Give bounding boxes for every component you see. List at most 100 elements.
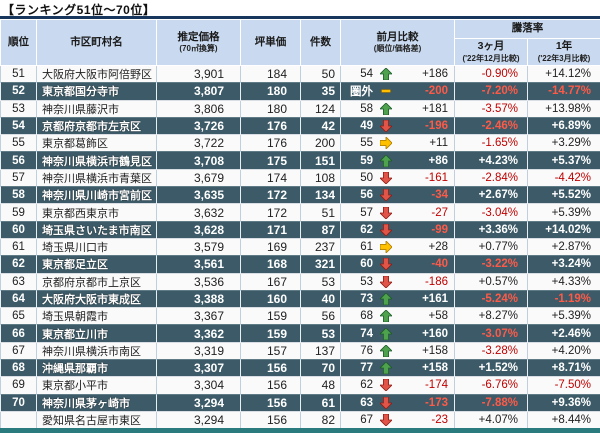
change-1year-cell: +3.29% xyxy=(527,134,600,152)
city-name-cell: 大阪府大阪市東成区 xyxy=(36,289,157,308)
estimated-price-cell: 3,708 xyxy=(156,151,241,170)
rank-cell: 69 xyxy=(0,376,37,395)
header-1year: 1年 ('22年3月比較) xyxy=(527,38,600,66)
change-3month-cell: +0.77% xyxy=(454,237,528,256)
previous-rank: 56 xyxy=(360,189,373,202)
month-comparison-content: 62 -99 xyxy=(343,222,448,238)
estimated-price-cell: 3,561 xyxy=(156,255,241,274)
table-row: 54 京都府京都市左京区 3,726 176 42 49 -196 -2.46% +6.89% xyxy=(0,116,600,135)
change-1year-cell: +4.20% xyxy=(527,341,600,360)
up-arrow-icon xyxy=(373,154,399,167)
table-row: 愛知県名古屋市東区 3,294 156 82 67 -23 +4.07% +8.44% xyxy=(0,410,600,431)
count-cell: 321 xyxy=(300,255,341,274)
price-difference: +86 xyxy=(428,154,448,167)
table-row: 52 東京都国分寺市 3,807 180 35 圏外 -200 -7.20% -14.77% xyxy=(0,82,600,101)
city-name-cell: 愛知県名古屋市東区 xyxy=(36,410,157,431)
tsubo-price-cell: 180 xyxy=(240,99,301,118)
city-name-cell: 大阪府大阪市阿倍野区 xyxy=(36,64,157,83)
down-arrow-icon xyxy=(373,396,399,409)
change-3month-cell: -3.07% xyxy=(454,324,528,343)
table-row: 67 神奈川県横浜市南区 3,319 157 137 76 +158 -3.28% +4.20% xyxy=(0,341,600,360)
change-1year-cell: +8.71% xyxy=(527,359,600,377)
change-1year-cell: +2.46% xyxy=(527,324,600,343)
change-3month-cell: +0.57% xyxy=(454,272,528,291)
change-1year-cell: +3.24% xyxy=(527,255,600,274)
city-name-cell: 神奈川県茅ヶ崎市 xyxy=(36,393,157,412)
down-arrow-icon xyxy=(373,171,399,184)
previous-rank: 62 xyxy=(360,379,373,392)
previous-rank: 60 xyxy=(360,258,373,271)
price-difference: -174 xyxy=(424,379,448,392)
rank-cell: 63 xyxy=(0,272,37,291)
count-cell: 151 xyxy=(300,151,341,170)
price-difference: -34 xyxy=(431,189,448,202)
count-cell: 124 xyxy=(300,99,341,118)
month-comparison-cell: 76 +158 xyxy=(340,341,455,360)
city-name-cell: 京都府京都市上京区 xyxy=(36,272,157,291)
title-bar: 【ランキング51位〜70位】 xyxy=(0,0,600,19)
price-difference: +11 xyxy=(429,137,448,150)
count-cell: 56 xyxy=(300,307,341,325)
rank-cell: 64 xyxy=(0,289,37,308)
change-1year-cell: +4.33% xyxy=(527,272,600,291)
change-1year-cell: -4.42% xyxy=(527,168,600,187)
city-name-cell: 東京都小平市 xyxy=(36,376,157,395)
rank-cell: 65 xyxy=(0,307,37,325)
change-1year-cell: +8.44% xyxy=(527,410,600,431)
price-difference: -27 xyxy=(431,206,448,219)
table-row: 66 東京都立川市 3,362 159 53 74 +160 -3.07% +2.46% xyxy=(0,324,600,343)
month-comparison-content: 55 +11 xyxy=(343,136,448,152)
price-difference: +160 xyxy=(422,327,448,340)
month-comparison-content: 54 +186 xyxy=(343,67,448,83)
up-arrow-icon xyxy=(373,310,399,323)
estimated-price-cell: 3,726 xyxy=(156,116,241,135)
month-comparison-content: 74 +160 xyxy=(343,326,448,342)
city-name-cell: 神奈川県川崎市宮前区 xyxy=(36,186,157,204)
table-row: 53 神奈川県藤沢市 3,806 180 124 58 +181 -3.57% +13.98% xyxy=(0,99,600,118)
previous-rank: 67 xyxy=(360,413,373,426)
price-difference: +181 xyxy=(422,102,448,115)
count-cell: 48 xyxy=(300,376,341,395)
price-difference: -23 xyxy=(431,413,448,426)
month-comparison-cell: 74 +160 xyxy=(340,324,455,343)
city-name-cell: 埼玉県朝霞市 xyxy=(36,307,157,325)
down-arrow-icon xyxy=(373,120,399,133)
change-3month-cell: +8.27% xyxy=(454,307,528,325)
city-name-cell: 東京都足立区 xyxy=(36,255,157,274)
ranking-table: 順位 市区町村名 推定価格 (70㎡換算) 坪単価 件数 前月比較 (順位/価格… xyxy=(0,19,600,433)
table-row: 56 神奈川県横浜市鶴見区 3,708 175 151 59 +86 +4.23% +5.37% xyxy=(0,151,600,170)
tsubo-price-cell: 175 xyxy=(240,151,301,170)
table-row: 65 埼玉県朝霞市 3,367 159 56 68 +58 +8.27% +5.39% xyxy=(0,307,600,325)
month-comparison-cell: 62 -174 xyxy=(340,376,455,395)
estimated-price-cell: 3,294 xyxy=(156,393,241,412)
change-3month-cell: -0.90% xyxy=(454,64,528,83)
price-difference: -99 xyxy=(431,223,448,236)
month-comparison-content: 77 +158 xyxy=(343,361,448,377)
estimated-price-cell: 3,367 xyxy=(156,307,241,325)
table-row: 70 神奈川県茅ヶ崎市 3,294 156 61 63 -173 -7.88% +9.36% xyxy=(0,393,600,412)
city-name-cell: 沖縄県那覇市 xyxy=(36,359,157,377)
count-cell: 53 xyxy=(300,272,341,291)
count-cell: 50 xyxy=(300,64,341,83)
rank-cell: 54 xyxy=(0,116,37,135)
change-3month-cell: -5.24% xyxy=(454,289,528,308)
estimated-price-cell: 3,679 xyxy=(156,168,241,187)
change-1year-cell: +9.36% xyxy=(527,393,600,412)
price-difference: -173 xyxy=(424,396,448,409)
change-1year-cell: -14.77% xyxy=(527,82,600,101)
previous-rank: 59 xyxy=(360,154,373,167)
up-arrow-icon xyxy=(373,102,399,115)
table-row: 58 神奈川県川崎市宮前区 3,635 172 134 56 -34 +2.67% +5.52% xyxy=(0,186,600,204)
tsubo-price-cell: 171 xyxy=(240,220,301,239)
city-name-cell: 京都府京都市左京区 xyxy=(36,116,157,135)
header-price: 推定価格 (70㎡換算) xyxy=(156,19,241,66)
month-comparison-content: 59 +86 xyxy=(343,153,448,169)
month-comparison-cell: 49 -196 xyxy=(340,116,455,135)
month-comparison-cell: 62 -99 xyxy=(340,220,455,239)
rank-cell: 59 xyxy=(0,203,37,222)
estimated-price-cell: 3,294 xyxy=(156,410,241,431)
up-arrow-icon xyxy=(373,327,399,340)
city-name-cell: 神奈川県横浜市南区 xyxy=(36,341,157,360)
change-3month-cell: -2.46% xyxy=(454,116,528,135)
